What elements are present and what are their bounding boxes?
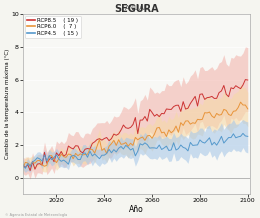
Title: SEGURA: SEGURA xyxy=(114,4,159,14)
X-axis label: Año: Año xyxy=(129,205,144,214)
Text: ANUAL: ANUAL xyxy=(125,5,148,10)
Y-axis label: Cambio de la temperatura máxima (°C): Cambio de la temperatura máxima (°C) xyxy=(4,49,10,159)
Text: © Agencia Estatal de Meteorología: © Agencia Estatal de Meteorología xyxy=(5,213,67,217)
Legend: RCP8.5    ( 19 ), RCP6.0    (  7 ), RCP4.5    ( 15 ): RCP8.5 ( 19 ), RCP6.0 ( 7 ), RCP4.5 ( 15… xyxy=(25,16,81,38)
